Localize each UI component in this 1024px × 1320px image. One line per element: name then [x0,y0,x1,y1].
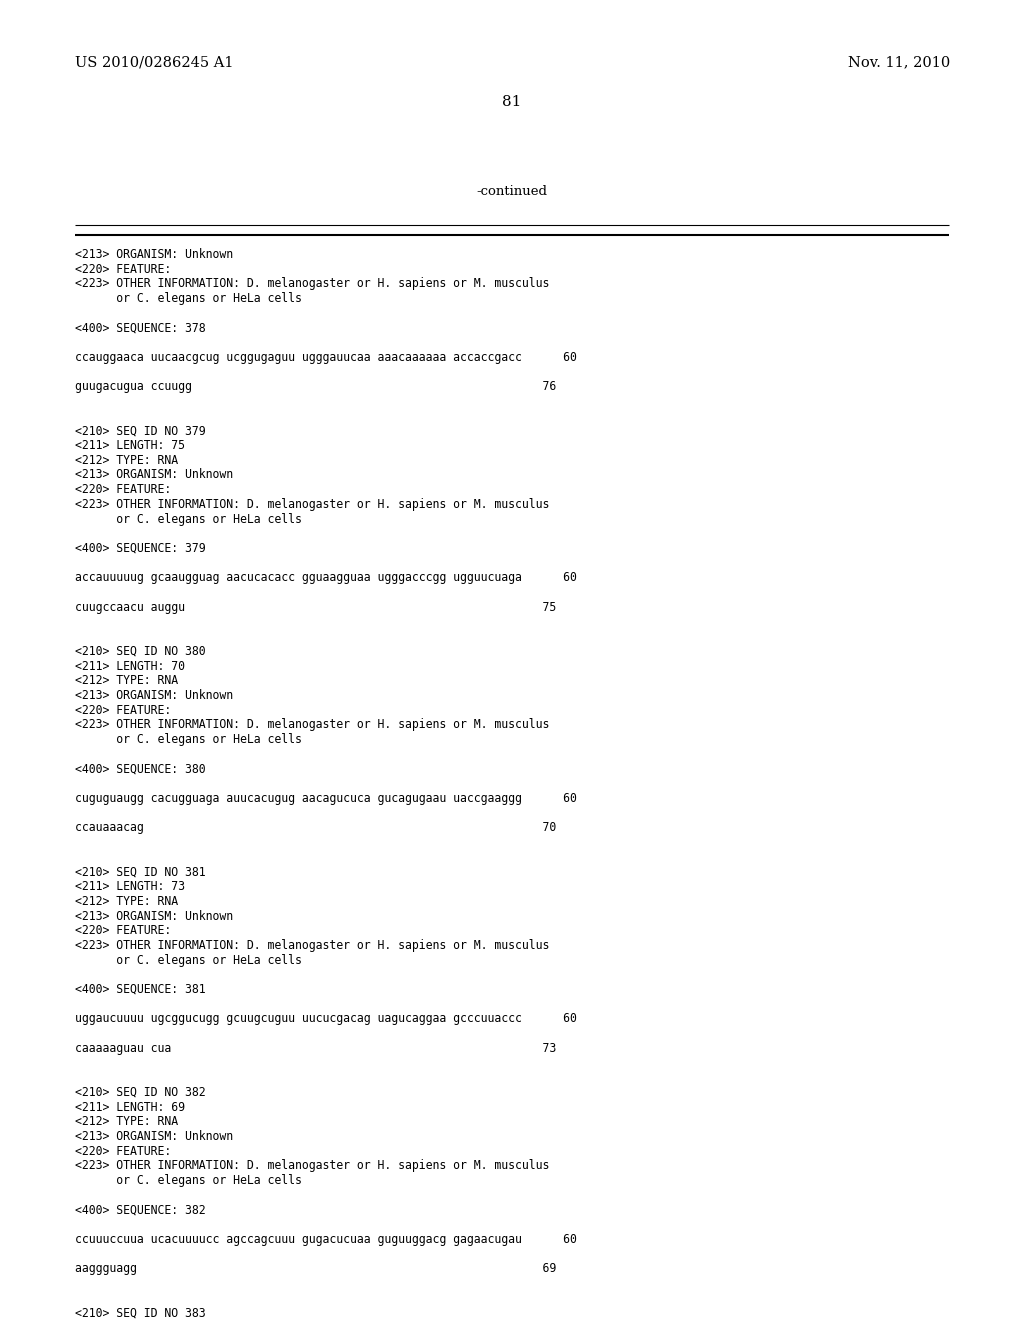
Text: cuguguaugg cacugguaga auucacugug aacagucuca gucagugaau uaccgaaggg      60: cuguguaugg cacugguaga auucacugug aacaguc… [75,792,577,805]
Text: <212> TYPE: RNA: <212> TYPE: RNA [75,675,178,688]
Text: <400> SEQUENCE: 381: <400> SEQUENCE: 381 [75,983,206,997]
Text: <210> SEQ ID NO 383: <210> SEQ ID NO 383 [75,1307,206,1320]
Text: <213> ORGANISM: Unknown: <213> ORGANISM: Unknown [75,248,233,261]
Text: <210> SEQ ID NO 379: <210> SEQ ID NO 379 [75,425,206,437]
Text: uggaucuuuu ugcggucugg gcuugcuguu uucucgacag uagucaggaa gcccuuaccc      60: uggaucuuuu ugcggucugg gcuugcuguu uucucga… [75,1012,577,1026]
Text: <220> FEATURE:: <220> FEATURE: [75,483,171,496]
Text: ccuuuccuua ucacuuuucc agccagcuuu gugacucuaa guguuggacg gagaacugau      60: ccuuuccuua ucacuuuucc agccagcuuu gugacuc… [75,1233,577,1246]
Text: <213> ORGANISM: Unknown: <213> ORGANISM: Unknown [75,1130,233,1143]
Text: <211> LENGTH: 75: <211> LENGTH: 75 [75,440,185,451]
Text: <400> SEQUENCE: 379: <400> SEQUENCE: 379 [75,543,206,554]
Text: accauuuuug gcaaugguag aacucacacc gguaagguaa ugggacccgg ugguucuaga      60: accauuuuug gcaaugguag aacucacacc gguaagg… [75,572,577,585]
Text: caaaaaguau cua                                                      73: caaaaaguau cua 73 [75,1041,556,1055]
Text: <223> OTHER INFORMATION: D. melanogaster or H. sapiens or M. musculus: <223> OTHER INFORMATION: D. melanogaster… [75,939,549,952]
Text: <223> OTHER INFORMATION: D. melanogaster or H. sapiens or M. musculus: <223> OTHER INFORMATION: D. melanogaster… [75,1159,549,1172]
Text: <220> FEATURE:: <220> FEATURE: [75,1144,171,1158]
Text: or C. elegans or HeLa cells: or C. elegans or HeLa cells [75,292,302,305]
Text: -continued: -continued [476,185,548,198]
Text: <213> ORGANISM: Unknown: <213> ORGANISM: Unknown [75,909,233,923]
Text: <223> OTHER INFORMATION: D. melanogaster or H. sapiens or M. musculus: <223> OTHER INFORMATION: D. melanogaster… [75,277,549,290]
Text: cuugccaacu auggu                                                    75: cuugccaacu auggu 75 [75,601,556,614]
Text: <213> ORGANISM: Unknown: <213> ORGANISM: Unknown [75,469,233,482]
Text: <210> SEQ ID NO 382: <210> SEQ ID NO 382 [75,1086,206,1098]
Text: <220> FEATURE:: <220> FEATURE: [75,263,171,276]
Text: <210> SEQ ID NO 380: <210> SEQ ID NO 380 [75,645,206,657]
Text: ccauggaaca uucaacgcug ucggugaguu ugggauucaa aaacaaaaaa accaccgacc      60: ccauggaaca uucaacgcug ucggugaguu ugggauu… [75,351,577,364]
Text: guugacugua ccuugg                                                   76: guugacugua ccuugg 76 [75,380,556,393]
Text: <223> OTHER INFORMATION: D. melanogaster or H. sapiens or M. musculus: <223> OTHER INFORMATION: D. melanogaster… [75,718,549,731]
Text: <210> SEQ ID NO 381: <210> SEQ ID NO 381 [75,866,206,878]
Text: US 2010/0286245 A1: US 2010/0286245 A1 [75,55,233,69]
Text: <212> TYPE: RNA: <212> TYPE: RNA [75,1115,178,1129]
Text: 81: 81 [503,95,521,110]
Text: <211> LENGTH: 69: <211> LENGTH: 69 [75,1101,185,1114]
Text: <212> TYPE: RNA: <212> TYPE: RNA [75,454,178,467]
Text: <220> FEATURE:: <220> FEATURE: [75,924,171,937]
Text: aaggguagg                                                           69: aaggguagg 69 [75,1262,556,1275]
Text: <211> LENGTH: 73: <211> LENGTH: 73 [75,880,185,894]
Text: <212> TYPE: RNA: <212> TYPE: RNA [75,895,178,908]
Text: <211> LENGTH: 70: <211> LENGTH: 70 [75,660,185,673]
Text: Nov. 11, 2010: Nov. 11, 2010 [848,55,950,69]
Text: <223> OTHER INFORMATION: D. melanogaster or H. sapiens or M. musculus: <223> OTHER INFORMATION: D. melanogaster… [75,498,549,511]
Text: <400> SEQUENCE: 380: <400> SEQUENCE: 380 [75,763,206,776]
Text: or C. elegans or HeLa cells: or C. elegans or HeLa cells [75,1173,302,1187]
Text: <213> ORGANISM: Unknown: <213> ORGANISM: Unknown [75,689,233,702]
Text: ccauaaacag                                                          70: ccauaaacag 70 [75,821,556,834]
Text: <400> SEQUENCE: 382: <400> SEQUENCE: 382 [75,1204,206,1217]
Text: or C. elegans or HeLa cells: or C. elegans or HeLa cells [75,953,302,966]
Text: <400> SEQUENCE: 378: <400> SEQUENCE: 378 [75,322,206,334]
Text: <220> FEATURE:: <220> FEATURE: [75,704,171,717]
Text: or C. elegans or HeLa cells: or C. elegans or HeLa cells [75,733,302,746]
Text: or C. elegans or HeLa cells: or C. elegans or HeLa cells [75,512,302,525]
